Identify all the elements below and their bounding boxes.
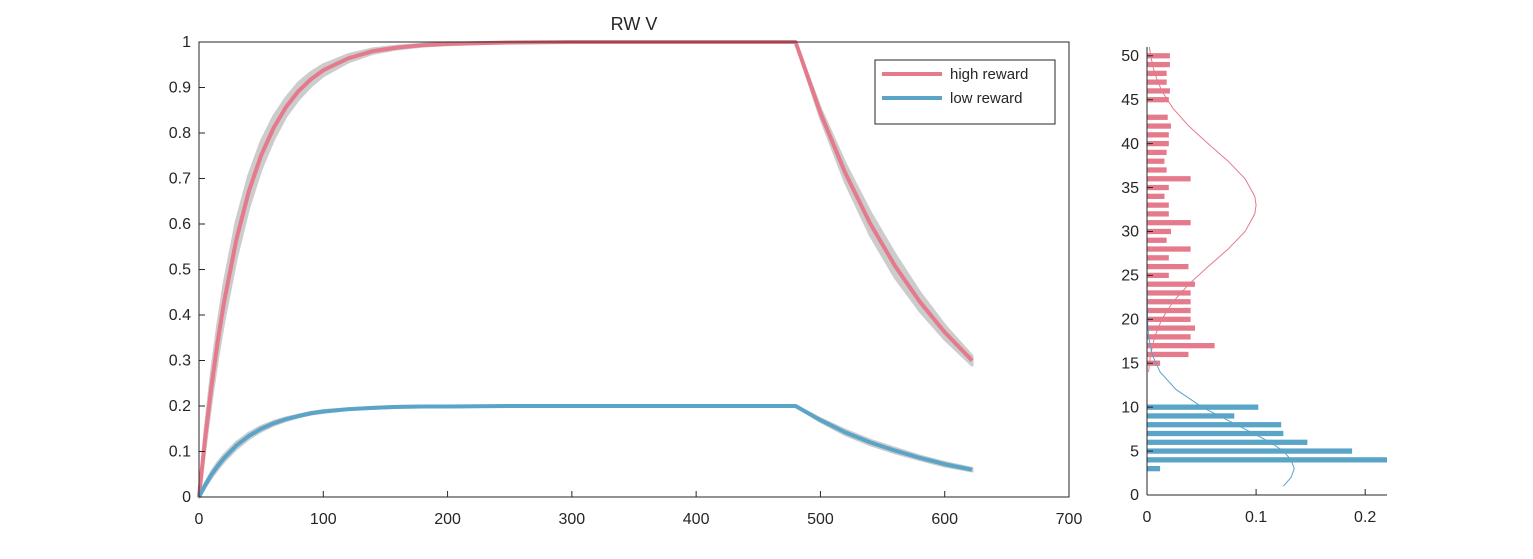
- fit-curve: [1148, 46, 1257, 373]
- y-tick-label: 45: [1121, 92, 1139, 109]
- bar: [1147, 158, 1165, 164]
- x-tick-label: 400: [683, 511, 710, 528]
- bar: [1147, 246, 1191, 252]
- bar: [1147, 97, 1169, 103]
- bar: [1147, 184, 1169, 191]
- y-tick-label: 0.4: [169, 307, 191, 324]
- bar: [1147, 413, 1235, 419]
- bar: [1147, 193, 1165, 199]
- x-tick-label: 0.2: [1354, 509, 1376, 526]
- bar: [1147, 457, 1387, 463]
- bar: [1147, 263, 1189, 270]
- y-tick-label: 20: [1121, 312, 1139, 329]
- y-tick-label: 35: [1121, 180, 1139, 197]
- series-line: [197, 40, 974, 498]
- x-tick-label: 300: [559, 511, 586, 528]
- y-tick-label: 0.9: [169, 80, 191, 97]
- y-tick-label: 40: [1121, 136, 1139, 153]
- bar: [1147, 272, 1169, 279]
- series-line: [197, 404, 973, 498]
- y-tick-label: 50: [1121, 48, 1139, 65]
- y-tick-label: 0.1: [169, 444, 191, 461]
- x-tick-label: 0: [1143, 509, 1152, 526]
- x-tick-label: 0: [195, 511, 204, 528]
- bar: [1147, 61, 1170, 68]
- y-tick-label: 0.8: [169, 125, 191, 142]
- x-tick-label: 200: [434, 511, 461, 528]
- y-tick-label: 0: [1130, 487, 1139, 504]
- bar: [1147, 53, 1170, 59]
- bar: [1147, 343, 1215, 349]
- y-tick-label: 0.7: [169, 171, 191, 188]
- bar: [1147, 167, 1167, 173]
- legend-label: high reward: [950, 66, 1028, 83]
- bar: [1147, 176, 1191, 182]
- bar: [1147, 422, 1282, 428]
- y-tick-label: 30: [1121, 224, 1139, 241]
- bar: [1147, 70, 1167, 76]
- bar: [1147, 132, 1169, 138]
- bar: [1147, 202, 1169, 208]
- y-tick-label: 0: [182, 489, 191, 506]
- bar: [1147, 290, 1191, 296]
- bar: [1147, 114, 1168, 120]
- bar: [1147, 140, 1169, 147]
- bar: [1147, 448, 1353, 454]
- bar: [1147, 325, 1195, 331]
- y-tick-label: 25: [1121, 268, 1139, 285]
- x-tick-label: 700: [1056, 511, 1083, 528]
- bar: [1147, 281, 1195, 287]
- bar: [1147, 149, 1167, 156]
- bar: [1147, 307, 1191, 314]
- bar: [1147, 466, 1161, 472]
- x-tick-label: 600: [931, 511, 958, 528]
- y-tick-label: 0.6: [169, 216, 191, 233]
- y-tick-label: 5: [1130, 443, 1139, 460]
- y-tick-label: 0.3: [169, 353, 191, 370]
- y-tick-label: 0.5: [169, 262, 191, 279]
- chart-title: RW V: [611, 14, 658, 34]
- bar: [1147, 211, 1169, 217]
- bar: [1147, 79, 1167, 85]
- bar: [1147, 237, 1167, 243]
- bar: [1147, 430, 1284, 437]
- bar: [1147, 228, 1171, 235]
- bar: [1147, 123, 1171, 129]
- bar: [1147, 255, 1169, 261]
- x-tick-label: 500: [807, 511, 834, 528]
- bar: [1147, 316, 1191, 322]
- legend-label: low reward: [950, 90, 1023, 107]
- bar: [1147, 299, 1191, 305]
- y-tick-label: 15: [1121, 355, 1139, 372]
- bar: [1147, 360, 1161, 366]
- y-tick-label: 0.2: [169, 398, 191, 415]
- x-tick-label: 0.1: [1245, 509, 1267, 526]
- bar: [1147, 220, 1191, 226]
- bar: [1147, 334, 1191, 340]
- bar: [1147, 88, 1170, 94]
- bar: [1147, 439, 1308, 445]
- bar: [1147, 351, 1189, 358]
- y-tick-label: 1: [182, 34, 191, 51]
- x-tick-label: 100: [310, 511, 337, 528]
- y-tick-label: 10: [1121, 399, 1139, 416]
- legend-box: [874, 59, 1056, 125]
